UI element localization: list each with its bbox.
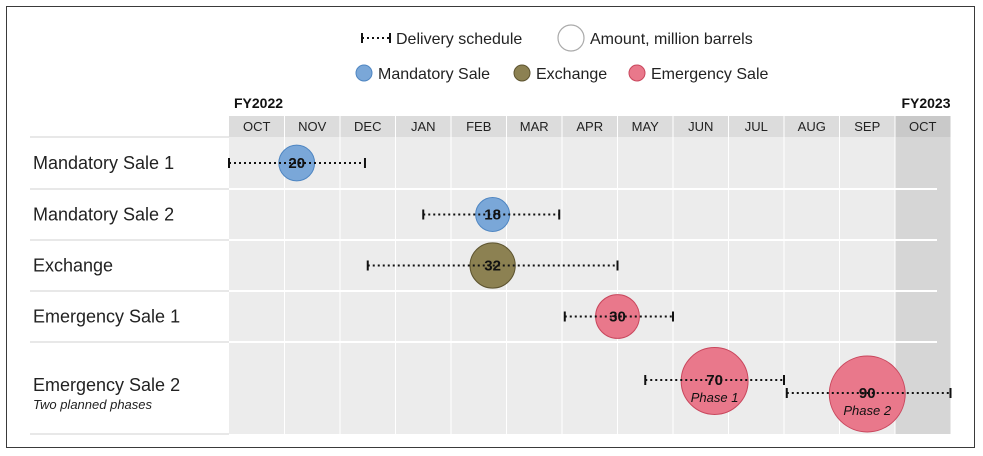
amount-label: 90 xyxy=(859,385,876,402)
amount-label: 30 xyxy=(609,309,626,326)
row-label: Mandatory Sale 1 xyxy=(33,153,174,173)
month-label-feb-4: FEB xyxy=(466,119,491,134)
month-label-nov-1: NOV xyxy=(298,119,327,134)
row-label: Exchange xyxy=(33,256,113,276)
phase-label: Phase 2 xyxy=(843,403,891,418)
legend-label-mandatory-sale: Mandatory Sale xyxy=(378,66,490,83)
row-label: Emergency Sale 2 xyxy=(33,375,180,395)
amount-label: 18 xyxy=(484,207,501,224)
legend-swatch-exchange xyxy=(513,64,531,82)
legend-label-emergency-sale: Emergency Sale xyxy=(651,66,768,83)
legend-delivery-label: Delivery schedule xyxy=(396,31,522,48)
month-label-jul-9: JUL xyxy=(745,119,768,134)
legend-swatch-emergency-sale xyxy=(628,64,646,82)
month-label-aug-10: AUG xyxy=(798,119,826,134)
month-label-jan-3: JAN xyxy=(411,119,436,134)
row-label: Mandatory Sale 2 xyxy=(33,205,174,225)
phase-label: Phase 1 xyxy=(691,390,739,405)
legend-amount-label: Amount, million barrels xyxy=(590,31,753,48)
amount-label: 32 xyxy=(484,258,501,275)
legend-amount-icon xyxy=(557,24,585,52)
month-label-oct-0: OCT xyxy=(243,119,271,134)
row-label: Emergency Sale 1 xyxy=(33,307,180,327)
month-label-sep-11: SEP xyxy=(854,119,880,134)
row-sublabel: Two planned phases xyxy=(33,397,153,412)
month-label-dec-2: DEC xyxy=(354,119,381,134)
month-label-oct-12: OCT xyxy=(909,119,937,134)
month-header-band-fy2023 xyxy=(895,116,951,137)
bubble-exchange xyxy=(469,242,516,289)
fiscal-year-label-fy2022: FY2022 xyxy=(234,95,283,111)
month-label-mar-5: MAR xyxy=(520,119,549,134)
legend-swatch-mandatory-sale xyxy=(355,64,373,82)
month-label-jun-8: JUN xyxy=(688,119,713,134)
amount-label: 70 xyxy=(706,372,723,389)
fiscal-year-label-fy2023: FY2023 xyxy=(901,95,950,111)
month-label-may-7: MAY xyxy=(632,119,660,134)
amount-label: 20 xyxy=(288,155,305,172)
month-label-apr-6: APR xyxy=(576,119,603,134)
legend-label-exchange: Exchange xyxy=(536,66,607,83)
